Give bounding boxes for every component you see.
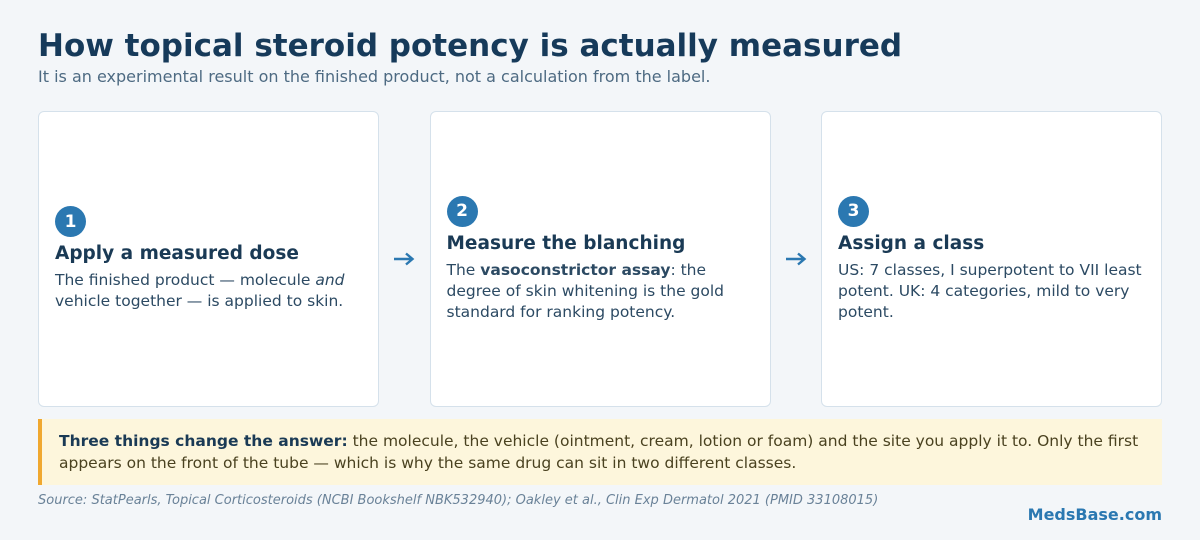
body-text: The finished product — molecule — [55, 271, 316, 289]
body-emphasis: and — [315, 271, 345, 289]
body-text: vehicle together — is applied to skin. — [55, 292, 344, 310]
step-card: 1 Apply a measured dose The finished pro… — [38, 111, 379, 407]
callout-text: the molecule, the vehicle (ointment, cre… — [59, 432, 1139, 472]
body-text: The — [446, 260, 481, 279]
arrow — [772, 111, 819, 407]
arrow-icon — [785, 252, 807, 266]
title: How topical steroid potency is actually … — [38, 28, 903, 64]
body-strong: vasoconstrictor assay — [480, 260, 671, 279]
subtitle: It is an experimental result on the fini… — [38, 67, 711, 86]
callout-lead: Three things change the answer: — [59, 432, 348, 450]
step-card: 3 Assign a class US: 7 classes, I superp… — [821, 111, 1162, 407]
step-title: Apply a measured dose — [55, 243, 299, 264]
body-text: US: 7 classes, I superpotent to VII leas… — [838, 260, 1142, 321]
callout: Three things change the answer: the mole… — [38, 419, 1162, 485]
source: Source: StatPearls, Topical Corticostero… — [38, 493, 879, 508]
step-body: US: 7 classes, I superpotent to VII leas… — [838, 260, 1145, 323]
arrow-icon — [394, 252, 415, 266]
step-title: Assign a class — [838, 232, 985, 254]
body-text: : the degree of skin whitening is the go… — [446, 260, 725, 321]
step-card: 2 Measure the blanching The vasoconstric… — [429, 111, 771, 407]
step-number: 1 — [55, 206, 86, 237]
steps: 1 Apply a measured dose The finished pro… — [38, 111, 1162, 407]
step-number: 2 — [446, 195, 478, 227]
step-number: 3 — [838, 195, 869, 227]
brand: MedsBase.com — [1027, 505, 1162, 524]
step-body: The finished product — molecule and vehi… — [55, 270, 362, 312]
step-title: Measure the blanching — [446, 232, 686, 254]
arrow — [381, 111, 428, 407]
step-body: The vasoconstrictor assay: the degree of… — [447, 260, 754, 323]
